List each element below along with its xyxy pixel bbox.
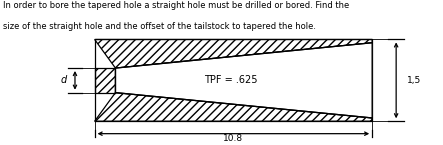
Polygon shape: [95, 39, 372, 68]
Text: TPF = .625: TPF = .625: [204, 75, 257, 85]
Text: In order to bore the tapered hole a straight hole must be drilled or bored. Find: In order to bore the tapered hole a stra…: [3, 1, 349, 10]
Text: d: d: [61, 75, 67, 85]
Text: size of the straight hole and the offset of the tailstock to tapered the hole.: size of the straight hole and the offset…: [3, 22, 316, 31]
Polygon shape: [95, 93, 372, 121]
Text: 10.8: 10.8: [223, 134, 244, 143]
Text: 1,5: 1,5: [407, 76, 421, 85]
Polygon shape: [116, 43, 372, 118]
Polygon shape: [95, 68, 116, 93]
